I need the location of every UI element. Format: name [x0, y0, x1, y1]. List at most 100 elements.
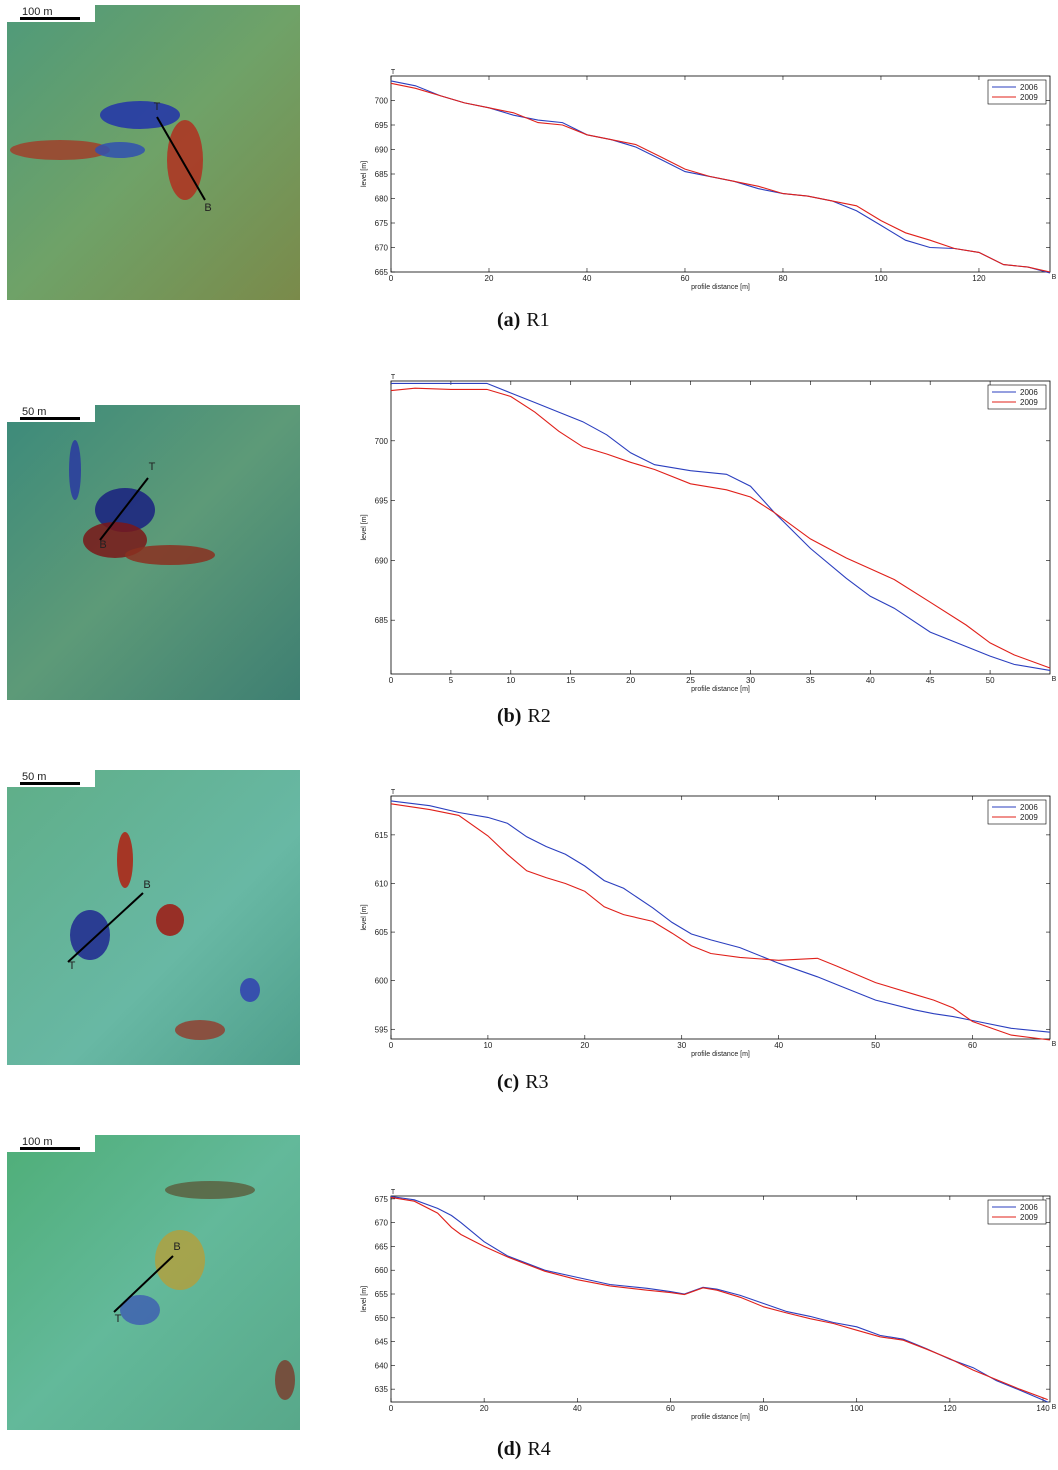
- profile-end: B: [173, 1241, 180, 1253]
- x-tick-label: 30: [746, 676, 755, 685]
- profile-start: T: [391, 69, 396, 76]
- caption-label: (d): [497, 1438, 521, 1460]
- y-tick-label: 655: [375, 1290, 389, 1299]
- y-tick-label: 695: [375, 497, 389, 506]
- x-tick-label: 100: [850, 1404, 864, 1413]
- chart: 0 20 40 60 80 100 120 665 670 675 680 685 690 695 700 p…: [361, 69, 1057, 331]
- y-tick-label: 700: [375, 97, 389, 106]
- map-feature: [70, 910, 110, 960]
- map-feature: [125, 545, 215, 565]
- legend-label: 2006: [1020, 388, 1038, 397]
- x-tick-label: 60: [666, 1404, 675, 1413]
- caption-text: R4: [527, 1438, 550, 1460]
- y-tick-label: 665: [375, 268, 389, 277]
- caption: (c) R3: [497, 1071, 549, 1093]
- scale-bar: [20, 17, 80, 20]
- y-tick-label: 700: [375, 437, 389, 446]
- plot-area: [390, 380, 1051, 675]
- y-tick-label: 635: [375, 1385, 389, 1394]
- legend-label: 2009: [1020, 93, 1038, 102]
- map: 100 m T B: [7, 1135, 300, 1430]
- data-line: [390, 1196, 1048, 1401]
- x-tick-label: 80: [779, 274, 788, 283]
- legend-label: 2009: [1020, 813, 1038, 822]
- x-tick-label: 20: [626, 676, 635, 685]
- y-tick-label: 615: [375, 831, 389, 840]
- x-tick-label: 120: [972, 274, 986, 283]
- x-tick-label: 0: [389, 274, 394, 283]
- y-axis-label: level [m]: [361, 161, 368, 187]
- y-tick-label: 685: [375, 616, 389, 625]
- x-tick-label: 0: [389, 676, 394, 685]
- y-tick-label: 645: [375, 1338, 389, 1347]
- chart: 0 5 10 15 20 25 30 35 40 45 50 685 690 695 700 profile …: [361, 374, 1057, 727]
- profile-end: B: [1052, 1041, 1057, 1048]
- legend-box: [987, 799, 1047, 825]
- map-feature: [175, 1020, 225, 1040]
- x-tick-label: 20: [485, 274, 494, 283]
- y-tick-label: 680: [375, 195, 389, 204]
- x-axis-label: profile distance [m]: [691, 1414, 750, 1421]
- x-tick-label: 140: [1036, 1404, 1050, 1413]
- x-axis-label: profile distance [m]: [691, 1051, 750, 1058]
- map-feature: [120, 1295, 160, 1325]
- y-tick-label: 665: [375, 1242, 389, 1251]
- map-feature: [95, 488, 155, 532]
- y-tick-label: 605: [375, 928, 389, 937]
- scale-label: 50 m: [22, 406, 46, 418]
- data-line: [390, 82, 1051, 273]
- x-tick-label: 40: [866, 676, 875, 685]
- profile-end: B: [99, 539, 106, 551]
- y-tick-label: 675: [375, 1195, 389, 1204]
- x-tick-label: 15: [566, 676, 575, 685]
- profile-end: B: [204, 202, 211, 214]
- profile-start: T: [115, 1313, 122, 1325]
- x-tick-label: 60: [968, 1041, 977, 1050]
- x-tick-label: 20: [480, 1404, 489, 1413]
- x-tick-label: 40: [573, 1404, 582, 1413]
- chart: 0 10 20 30 40 50 60 595 600 605 610 615 profile dist…: [361, 789, 1057, 1093]
- x-tick-label: 0: [389, 1404, 394, 1413]
- x-tick-label: 35: [806, 676, 815, 685]
- map-feature: [165, 1181, 255, 1199]
- y-tick-label: 675: [375, 219, 389, 228]
- x-tick-label: 10: [506, 676, 515, 685]
- profile-start: T: [149, 461, 156, 473]
- data-line: [390, 387, 1051, 669]
- x-tick-label: 100: [874, 274, 888, 283]
- scale-bar: [20, 782, 80, 785]
- profile-end: B: [1052, 676, 1057, 683]
- data-line: [390, 800, 1051, 1033]
- scale-bar: [20, 417, 80, 420]
- y-axis-label: level [m]: [361, 1286, 368, 1312]
- x-tick-label: 10: [483, 1041, 492, 1050]
- y-tick-label: 690: [375, 146, 389, 155]
- profile-line: [113, 1255, 174, 1313]
- caption-text: R3: [525, 1071, 548, 1093]
- x-tick-label: 40: [774, 1041, 783, 1050]
- x-tick-label: 45: [926, 676, 935, 685]
- y-tick-label: 610: [375, 879, 389, 888]
- map-feature: [155, 1230, 205, 1290]
- scale-label: 100 m: [22, 1136, 53, 1148]
- scale-label: 100 m: [22, 6, 53, 18]
- y-tick-label: 600: [375, 977, 389, 986]
- x-tick-label: 30: [677, 1041, 686, 1050]
- profile-start: T: [391, 789, 396, 796]
- map-feature: [10, 140, 110, 160]
- map: 50 m T B: [7, 405, 300, 700]
- profile-end: B: [1052, 1404, 1057, 1411]
- map: 50 m T B: [7, 770, 300, 1065]
- x-tick-label: 50: [871, 1041, 880, 1050]
- x-tick-label: 0: [389, 1041, 394, 1050]
- legend-box: [987, 1199, 1047, 1225]
- y-tick-label: 670: [375, 244, 389, 253]
- map-image: [7, 1135, 300, 1430]
- caption-text: R2: [527, 705, 550, 727]
- legend-label: 2009: [1020, 398, 1038, 407]
- profile-end: B: [143, 879, 150, 891]
- y-tick-label: 690: [375, 556, 389, 565]
- scale-label: 50 m: [22, 771, 46, 783]
- data-line: [390, 803, 1051, 1041]
